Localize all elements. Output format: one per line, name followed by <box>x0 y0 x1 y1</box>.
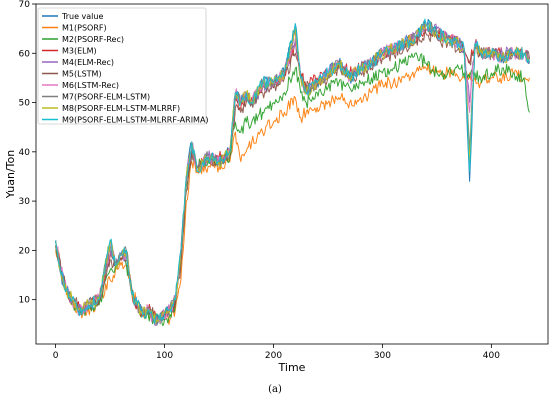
y-tick-label: 70 <box>19 0 31 10</box>
y-tick-label: 20 <box>19 246 31 256</box>
legend-entry: M2(PSORF-Rec) <box>62 35 124 44</box>
legend-entry: M1(PSORF) <box>62 24 107 33</box>
figure-caption: (a) <box>268 384 282 395</box>
y-tick-label: 40 <box>19 148 31 158</box>
y-tick-label: 30 <box>19 197 31 207</box>
x-tick-label: 200 <box>265 351 282 361</box>
line-chart: 0 100 200 300 400 10 20 30 40 50 60 70 Time Yuan/T… <box>4 0 549 374</box>
plot-frame <box>35 3 549 345</box>
y-axis-ticks: 10 20 30 40 50 60 70 <box>19 0 36 306</box>
x-tick-label: 0 <box>53 351 59 361</box>
legend-entry: True value <box>61 12 103 21</box>
legend-entry: M3(ELM) <box>62 47 97 56</box>
legend: True value M1(PSORF) M2(PSORF-Rec) M3(ELM) M… <box>37 7 209 125</box>
y-axis-label: Yuan/Ton <box>4 150 17 199</box>
legend-entry: M7(PSORF-ELM-LSTM) <box>62 93 150 102</box>
series-line-m9 <box>55 18 530 325</box>
legend-box <box>37 7 207 125</box>
legend-entry: M9(PSORF-ELM-LSTM-MLRRF-ARIMA) <box>62 116 209 125</box>
legend-entry: M6(LSTM-Rec) <box>62 81 119 90</box>
x-tick-label: 400 <box>483 351 500 361</box>
series-lines <box>55 18 530 326</box>
legend-entry: M8(PSORF-ELM-LSTM-MLRRF) <box>62 104 180 113</box>
y-tick-label: 60 <box>19 49 31 59</box>
legend-entry: M4(ELM-Rec) <box>62 58 114 67</box>
x-tick-label: 100 <box>156 351 173 361</box>
x-axis-ticks: 0 100 200 300 400 <box>53 344 500 361</box>
y-tick-label: 50 <box>19 99 31 109</box>
x-tick-label: 300 <box>374 351 391 361</box>
x-axis-label: Time <box>278 361 306 374</box>
y-tick-label: 10 <box>19 296 31 306</box>
legend-entry: M5(LSTM) <box>62 70 102 79</box>
